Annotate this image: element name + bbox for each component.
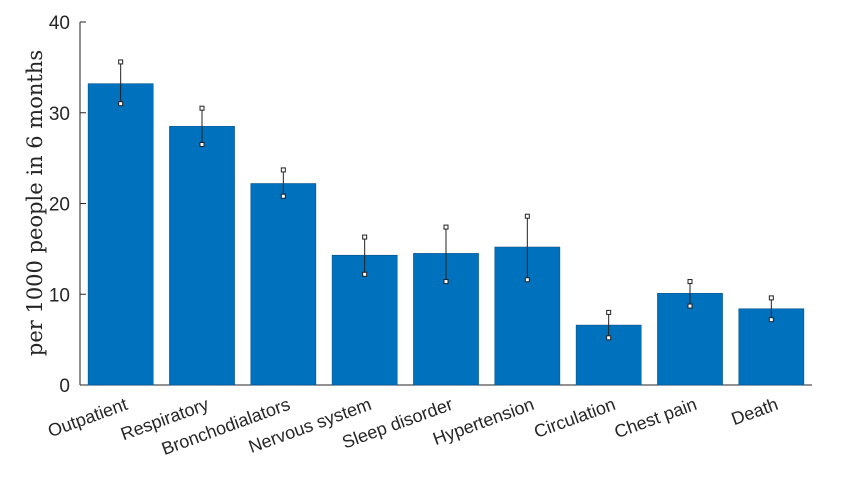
bar	[87, 83, 154, 386]
error-cap-low	[362, 271, 368, 277]
error-cap-high	[362, 234, 368, 240]
x-tick-label: Chest pain	[612, 394, 700, 442]
bar	[250, 183, 317, 386]
x-axis-labels: OutpatientRespiratoryBronchodialatorsNer…	[45, 394, 781, 459]
bar	[657, 293, 723, 386]
error-cap-low	[524, 277, 530, 283]
y-tick-label: 30	[49, 104, 70, 125]
error-bars	[118, 59, 774, 341]
error-cap-high	[606, 309, 612, 315]
bars	[87, 83, 805, 386]
x-tick-label: Circulation	[531, 394, 618, 442]
bar	[331, 254, 398, 386]
error-cap-low	[606, 335, 612, 341]
error-cap-low	[280, 193, 286, 199]
error-cap-low	[687, 303, 693, 309]
error-cap-low	[199, 142, 205, 148]
error-cap-high	[524, 213, 530, 219]
error-cap-low	[118, 101, 124, 107]
y-axis-label: per 1000 people in 6 months	[23, 50, 47, 356]
x-tick-label: Death	[729, 394, 781, 429]
error-cap-high	[687, 279, 693, 285]
bar	[169, 126, 235, 386]
error-cap-low	[768, 317, 774, 323]
error-cap-high	[443, 224, 449, 230]
y-tick-label: 20	[49, 195, 70, 216]
y-tick-label: 10	[49, 285, 70, 306]
y-tick-label: 40	[49, 13, 70, 34]
error-cap-high	[768, 295, 774, 301]
error-cap-high	[118, 59, 124, 65]
error-cap-high	[280, 167, 286, 173]
error-cap-high	[199, 105, 205, 111]
error-cap-low	[443, 279, 449, 285]
y-tick-label: 0	[59, 376, 70, 397]
x-tick-label: Outpatient	[45, 394, 130, 441]
